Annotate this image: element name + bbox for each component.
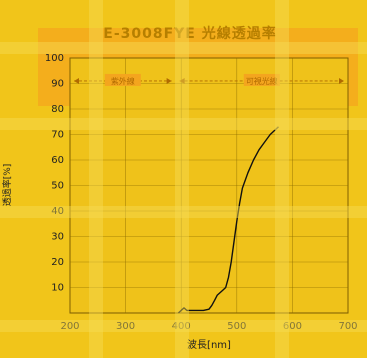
annotation-label: 可視光線 [246,76,278,86]
horizontal-stripe [0,42,367,54]
vertical-stripe [89,0,103,358]
annotation-arrow-head [166,77,172,84]
x-axis-label: 波長[nm] [187,338,231,351]
y-tick-label: 90 [51,79,64,90]
x-tick-label: 300 [116,321,135,332]
x-tick-label: 600 [283,321,302,332]
annotation-arrow-head [74,77,79,84]
horizontal-stripe [0,320,367,332]
x-tick-labels: 200 300 400 500 600 700 [60,321,357,332]
y-tick-label: 100 [45,53,64,64]
y-axis-label: 透過率[%] [1,164,13,207]
series-line [177,126,279,314]
y-tick-label: 10 [51,283,64,294]
y-tick-label: 20 [51,257,64,268]
region-annotations: 紫外線 可視光線 [74,73,344,86]
annotation-arrow-head [179,77,185,84]
x-tick-label: 500 [227,321,246,332]
horizontal-stripe [0,206,367,218]
chart-title: E-3008FYE 光線透過率 [103,25,276,42]
annotation-label-bg [243,73,280,86]
series-layer [177,126,279,314]
vertical-stripe [275,0,289,358]
horizontal-stripe [0,118,367,130]
x-tick-label: 400 [172,321,191,332]
y-tick-label: 40 [51,206,64,217]
y-tick-labels: 10 20 30 40 50 60 70 80 90 100 [45,53,64,294]
y-tick-label: 30 [51,232,64,243]
y-tick-label: 50 [51,181,64,192]
annotation-label-bg [104,73,141,86]
x-tick-label: 200 [60,321,79,332]
grid-lines [69,57,349,313]
y-tick-label: 70 [51,130,64,141]
annotation-label: 紫外線 [111,76,135,86]
annotation-arrow-head [339,77,344,84]
y-tick-label: 80 [51,104,64,115]
x-tick-label: 700 [338,321,357,332]
vertical-stripe [175,0,189,358]
y-tick-label: 60 [51,155,64,166]
